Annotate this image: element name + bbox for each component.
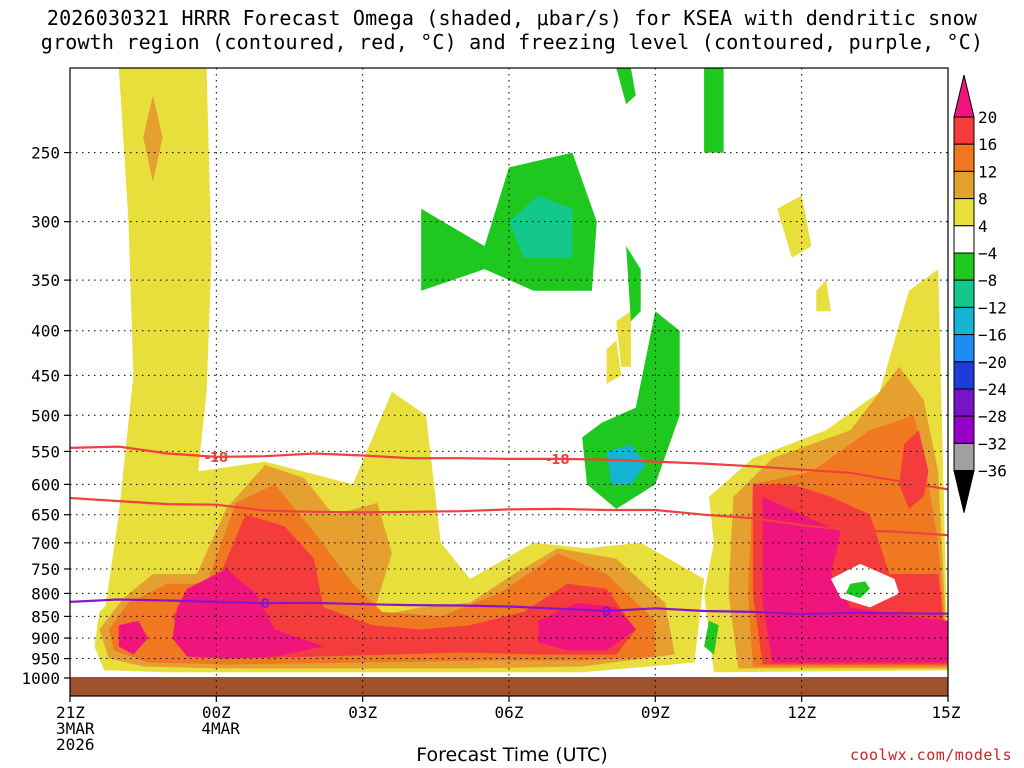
omega-region-4 [172, 514, 636, 659]
colorbar-swatch-12 [953, 415, 975, 444]
colorbar-label-9: −20 [978, 353, 1007, 372]
omega-region-25 [616, 68, 636, 105]
y-tick-label-250: 250 [31, 144, 60, 163]
colorbar-swatch-1 [953, 116, 975, 145]
colorbar-label-3: 8 [978, 190, 988, 209]
omega-region-27 [626, 246, 641, 322]
contour-line-0 [70, 445, 948, 491]
x-tick-label-0-1: 3MAR [56, 719, 95, 738]
colorbar-label-1: 16 [978, 135, 997, 154]
x-tick-label-3-0: 06Z [495, 703, 524, 722]
y-tick-label-600: 600 [31, 475, 60, 494]
colorbar-swatch-13 [953, 442, 975, 472]
colorbar-label-10: −24 [978, 380, 1007, 399]
omega-region-30 [704, 620, 719, 655]
omega-region-7 [118, 620, 148, 655]
omega-region-19 [777, 195, 812, 258]
colorbar-swatch-10 [953, 361, 975, 390]
omega-region-13 [899, 430, 929, 509]
y-tick-label-450: 450 [31, 366, 60, 385]
y-tick-label-300: 300 [31, 213, 60, 232]
colorbar-bottom-arrow [953, 470, 975, 513]
y-tick-label-500: 500 [31, 406, 60, 425]
omega-region-17 [143, 95, 163, 182]
x-tick-label-1-0: 00Z [202, 703, 231, 722]
colorbar-label-5: −4 [978, 244, 997, 263]
y-tick-label-1000: 1000 [21, 669, 60, 688]
colorbar-top-arrow [953, 74, 975, 118]
colorbar-label-4: 4 [978, 217, 988, 236]
colorbar-label-0: 20 [978, 108, 997, 127]
contour-label-0-0: -18 [205, 451, 229, 466]
contour-line-1 [70, 496, 948, 537]
y-tick-label-700: 700 [31, 534, 60, 553]
y-tick-label-400: 400 [31, 322, 60, 341]
colorbar-swatch-5 [953, 225, 975, 254]
y-tick-label-550: 550 [31, 442, 60, 461]
contour-label-2-1: 0 [602, 605, 611, 620]
omega-region-12 [762, 496, 948, 663]
omega-region-6 [538, 602, 636, 651]
y-tick-label-800: 800 [31, 584, 60, 603]
x-axis-label: Forecast Time (UTC) [416, 744, 608, 766]
omega-region-26 [704, 68, 724, 153]
omega-region-15 [845, 581, 870, 599]
colorbar-swatch-3 [953, 170, 975, 200]
x-tick-label-6-0: 15Z [932, 703, 961, 722]
isotherm-contours [70, 445, 948, 616]
colorbar-swatch-2 [953, 143, 975, 172]
colorbar-label-12: −32 [978, 434, 1007, 453]
omega-region-22 [606, 340, 622, 384]
y-tick-label-750: 750 [31, 560, 60, 579]
pressure-axis: 250 300 350 400 450 500 550 600 650 700 750 800 850 9… [21, 144, 70, 688]
colorbar-swatch-8 [953, 306, 975, 336]
y-tick-label-350: 350 [31, 271, 60, 290]
y-tick-label-950: 950 [31, 650, 60, 669]
colorbar-label-6: −8 [978, 271, 997, 290]
contour-labels: -18 -18 0 0 [205, 451, 611, 620]
colorbar-swatch-4 [953, 198, 975, 227]
omega-region-5 [172, 569, 324, 659]
title-line-2: growth region (contoured, red, °C) and f… [40, 30, 984, 54]
colorbar-swatch-7 [953, 279, 975, 308]
colorbar-swatch-9 [953, 334, 975, 363]
y-tick-label-650: 650 [31, 506, 60, 525]
contour-label-2-0: 0 [261, 597, 270, 612]
omega-region-24 [509, 195, 573, 258]
title-line-1: 2026030321 HRRR Forecast Omega (shaded, … [46, 6, 978, 30]
colorbar-label-2: 12 [978, 162, 997, 181]
omega-region-16 [143, 137, 163, 258]
colorbar-swatch-11 [953, 388, 975, 417]
colorbar-legend: 20 16 12 8 4 −4 −8 −12 −16 −20 −24 −28 −32 −36 [953, 74, 1007, 513]
omega-shading [94, 68, 948, 673]
source-credit[interactable]: coolwx.com/models [849, 746, 1012, 764]
contour-line-2 [70, 598, 948, 616]
y-tick-label-850: 850 [31, 607, 60, 626]
x-tick-label-1-1: 4MAR [201, 719, 240, 738]
x-tick-label-2-0: 03Z [348, 703, 377, 722]
x-tick-label-5-0: 12Z [787, 703, 816, 722]
omega-region-20 [816, 280, 831, 312]
colorbar-label-7: −12 [978, 298, 1007, 317]
x-tick-label-4-0: 09Z [641, 703, 670, 722]
chart-title: 2026030321 HRRR Forecast Omega (shaded, … [0, 6, 1024, 54]
dotted-grid [70, 68, 948, 696]
omega-region-21 [616, 311, 631, 367]
x-tick-label-0-2: 2026 [56, 735, 95, 754]
omega-region-29 [606, 444, 646, 485]
y-tick-label-900: 900 [31, 629, 60, 648]
contour-label-0-1: -18 [546, 453, 570, 468]
colorbar-swatch-6 [953, 252, 975, 281]
colorbar-label-13: −36 [978, 462, 1007, 481]
colorbar-label-11: −28 [978, 407, 1007, 426]
x-tick-label-0-0: 21Z [56, 703, 85, 722]
colorbar-label-8: −16 [978, 326, 1007, 345]
